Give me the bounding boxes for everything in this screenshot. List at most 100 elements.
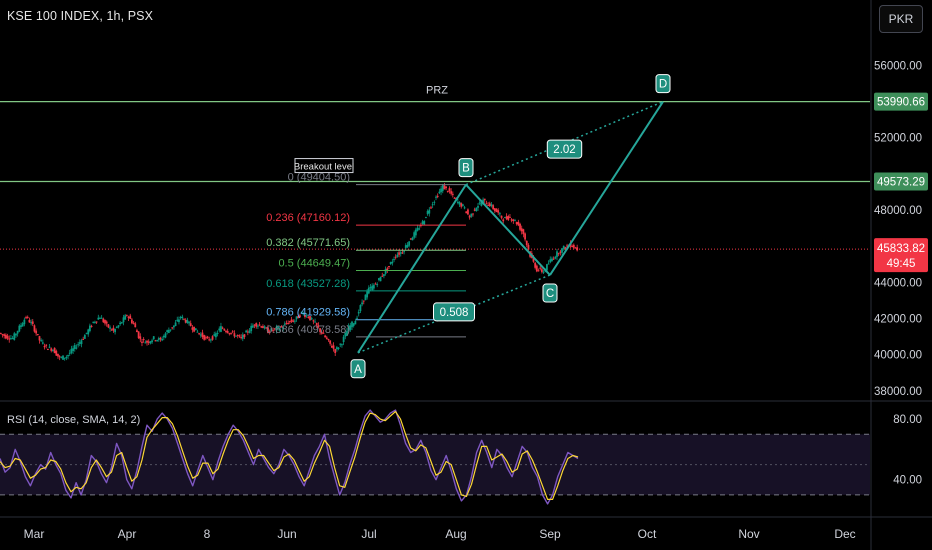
time-tick-label: Jul [361,527,376,541]
candle-body [356,317,358,319]
candle-body [174,322,177,327]
candle-body [509,216,511,218]
candle-body [178,319,180,323]
time-tick-label: 8 [204,527,211,541]
candle-body [557,253,560,255]
candle-body [522,229,525,235]
candle-body [43,345,46,348]
candle-body [280,326,283,328]
candle-body [189,323,192,327]
candle-body [561,248,563,253]
candle-body [354,321,357,325]
candle-body [198,333,201,335]
candle-body [423,220,426,225]
candle-body [302,313,305,315]
candle-body [524,233,526,240]
candle-body [451,193,454,195]
candle-body [453,197,456,199]
candle-body [396,254,399,257]
candle-body [277,326,279,329]
candle-body [288,321,291,323]
candle-body [50,348,53,351]
candle-body [492,205,495,210]
candle-body [562,245,565,249]
candle-body [512,219,515,221]
fib-level-label: 0.382 (45771.65) [266,237,350,249]
candle-body [299,315,301,318]
pattern-point-c: C [542,283,558,303]
candle-body [154,340,157,342]
candle-body [441,185,444,192]
candle-body [332,345,335,349]
candle-body [257,325,259,327]
candle-body [349,325,352,330]
candle-body [287,323,290,325]
candle-body [141,341,143,343]
candle-body [250,325,253,332]
candle-body [346,331,348,336]
candle-body [409,238,412,240]
candle-body [282,327,285,330]
candle-body [70,348,73,353]
candle-body [157,338,160,341]
candle-body [204,337,207,339]
candle-body [209,339,212,341]
candle-body [292,320,295,322]
candle-body [468,215,471,218]
last-price-text: 45833.82 [877,243,925,255]
fib-level-label: 0.886 (40978.58) [266,324,350,336]
candle-body [458,202,461,205]
candle-body [230,332,232,334]
candle-body [82,338,85,340]
breakout-note-text: Breakout level [294,162,354,173]
candle-body [221,327,224,329]
candle-body [339,343,342,345]
candle-body [314,321,316,323]
candle-body [191,327,194,330]
rsi-tick-label: 80.00 [893,414,922,426]
candle-body [253,324,256,326]
candle-body [394,256,397,258]
candle-body [445,186,448,189]
candle-body [85,332,88,334]
candle-body [317,325,320,328]
fib-level-label: 0.5 (44649.47) [278,258,350,270]
candle-body [255,323,258,327]
candle-body [115,326,118,328]
candle-body [60,357,63,359]
candle-body [507,216,510,220]
candle-body [33,325,36,332]
candle-body [186,319,189,324]
candle-body [341,344,343,346]
candle-body [334,349,337,354]
fib-retracement: 0 (49404.50) 0.236 (47160.12) 0.382 (45771… [266,172,466,338]
candle-body [6,335,9,339]
currency-button[interactable]: PKR [879,5,923,33]
candle-body [505,216,508,219]
candle-body [462,204,464,206]
candle-body [268,331,271,333]
ratio-badge-ac: 0.508 [433,302,475,322]
time-tick-label: Mar [24,527,45,541]
candle-body [337,347,340,349]
candle-body [414,229,417,236]
candle-body [448,188,451,192]
candle-body [164,333,167,338]
candle-body [102,318,105,323]
candle-body [504,217,506,219]
candle-body [176,319,179,322]
time-tick-label: Dec [834,527,855,541]
candle-body [199,334,202,336]
candle-body [100,317,103,319]
candle-body [117,325,120,328]
ratio-badge-ac-text: 0.508 [440,307,469,319]
candle-body [310,318,313,320]
candle-body [440,188,442,193]
candle-body [559,251,562,253]
candle-body [574,247,577,249]
candle-body [67,354,69,357]
candle-body [376,284,379,286]
rsi-title: RSI (14, close, SMA, 14, 2) [7,414,141,426]
